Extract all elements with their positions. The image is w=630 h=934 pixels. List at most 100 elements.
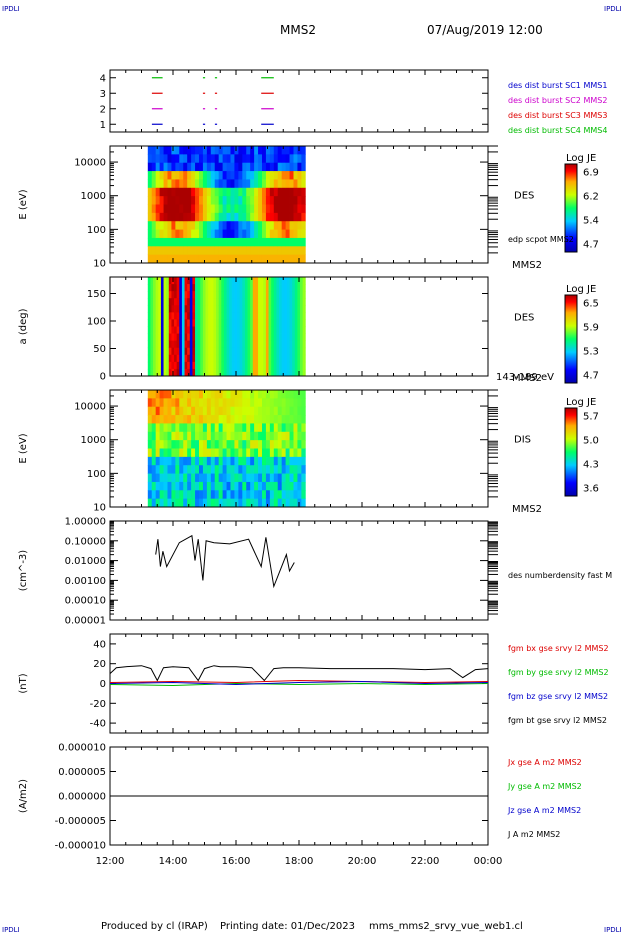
des-energy-cell [250,212,255,222]
des-energy-cell [238,212,243,222]
dis-energy-cell [254,448,259,458]
dis-energy-cell [195,398,200,408]
des-pitch-cell [276,284,280,292]
des-energy-cell [206,254,212,264]
des-energy-cell [277,246,283,256]
des-pitch-cell [223,298,227,306]
des-energy-cell [163,204,168,214]
des-pitch-cell [218,326,222,334]
des-energy-cell [281,154,287,164]
des-pitch-cell [258,326,262,334]
des-energy-cell [159,171,164,180]
dis-energy-cell [285,440,290,449]
des-pitch-cell [242,284,246,292]
dis-energy-cell [226,440,231,449]
dis-energy-cell [167,448,172,458]
des-pitch-cell [200,291,204,299]
des-energy-cell [159,146,164,155]
des-energy-cell [202,179,208,189]
des-pitch-cell [184,368,188,377]
des-pitch-cell [184,284,188,292]
dis-energy-cell [258,431,263,441]
des-pitch-cell [223,340,227,349]
dis-label: DIS [514,435,531,446]
des-energy-cell [250,171,255,180]
dis-energy-cell [238,465,243,474]
des-pitch-cell [273,368,277,377]
des-energy-cell [273,162,279,172]
des-pitch-cell [237,284,241,292]
des-energy-cell [230,204,235,214]
dis-energy-cell [214,448,220,458]
des-pitch-cell [260,333,264,342]
des-energy-cell [206,196,212,205]
dis-energy-cell [179,448,184,458]
des-energy-cell [289,162,294,172]
des-energy-cell [281,171,287,180]
des-energy-cell [265,254,271,264]
dis-energy-cell [191,490,196,500]
des-pitch-cell [281,284,285,292]
des-energy-cell [293,204,298,214]
dis-energy-cell [191,498,196,508]
dis-energy-cell [242,431,247,441]
des-pitch-cell [273,298,277,306]
dis-energy-cell [285,423,290,433]
dis-energy-cell [214,473,220,483]
des-energy-cell [250,154,255,164]
dis-energy-cell [222,398,227,408]
des-pitch-cell [202,312,206,320]
des-energy-cell [167,204,172,214]
des-energy-cell [187,229,192,239]
dis-energy-cell [159,481,164,491]
des-energy-cell [159,204,164,214]
des-pitch-cell [302,291,306,299]
des-pitch-cell [226,368,230,377]
des-pitch-cell [286,305,290,313]
des-pitch-cell [260,298,264,306]
des-energy-cell [179,254,184,264]
dis-energy-cell [183,423,188,433]
des-pitch-cell [231,340,235,349]
dis-energy-cell [285,498,290,508]
dis-energy-cell [226,406,231,416]
des-energy-cell [234,162,239,172]
des-energy-cell [159,196,164,205]
y-tick-label: 50 [93,344,106,355]
des-energy-cell [218,237,224,247]
dis-energy-cell [222,473,227,483]
des-energy-cell [246,221,251,230]
dis-energy-cell [175,448,180,458]
dis-energy-cell [151,448,157,458]
des-energy-cell [147,179,153,189]
dis-energy-cell [214,390,220,399]
des-pitch-cell [150,333,154,342]
des-energy-cell [285,246,290,256]
des-pitch-cell [229,361,233,370]
dis-energy-cell [195,481,200,491]
dis-energy-cell [195,490,200,500]
des-pitch-cell [200,340,204,349]
des-pitch-cell [284,277,288,285]
des-energy-cell [301,246,306,256]
des-pitch-cell [202,298,206,306]
dis-energy-cell [250,415,255,424]
dis-energy-cell [151,390,157,399]
dis-energy-cell [273,456,279,466]
dis-energy-cell [159,498,164,508]
des-energy-cell [297,221,302,230]
dis-energy-cell [281,415,287,424]
dis-energy-cell [147,456,153,466]
des-energy-cell [155,237,161,247]
des-energy-cell [254,204,259,214]
dis-energy-cell [277,390,283,399]
dis-energy-cell [147,473,153,483]
des-pitch-cell [195,284,199,292]
des-energy-cell [269,196,275,205]
printing-date: Printing date: 01/Dec/2023 [220,921,355,932]
des-pitch-cell [205,312,209,320]
dis-energy-cell [226,456,231,466]
des-energy-cell [187,154,192,164]
dis-energy-cell [273,473,279,483]
des-pitch-cell [271,347,275,356]
